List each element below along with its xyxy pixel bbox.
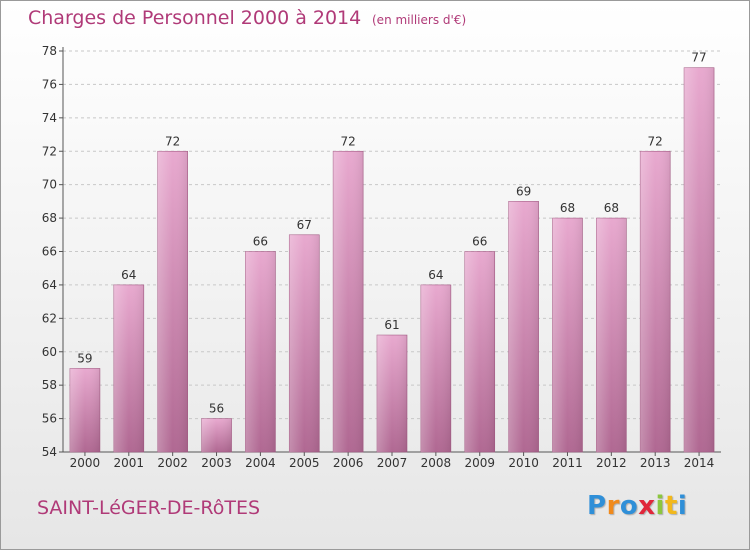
bar-shade-2012 bbox=[596, 218, 627, 452]
x-tick-label-2001: 2001 bbox=[114, 456, 145, 470]
value-label-2002: 72 bbox=[165, 134, 180, 148]
x-tick-label-2012: 2012 bbox=[596, 456, 627, 470]
value-label-2000: 59 bbox=[77, 351, 92, 365]
value-label-2010: 69 bbox=[516, 184, 531, 198]
value-label-2012: 68 bbox=[604, 201, 619, 215]
logo-letter: P bbox=[587, 491, 607, 521]
bar-shade-2013 bbox=[640, 151, 671, 452]
logo-letter: i bbox=[677, 491, 688, 521]
y-tick-label: 74 bbox=[42, 111, 57, 125]
logo-letter: r bbox=[606, 491, 620, 521]
chart-title: Charges de Personnel 2000 à 2014 bbox=[28, 7, 362, 29]
x-tick-label-2000: 2000 bbox=[70, 456, 101, 470]
bars bbox=[69, 67, 715, 453]
logo-letter: t bbox=[664, 491, 678, 521]
chart-subtitle: (en milliers d'€) bbox=[372, 13, 467, 27]
y-tick-label: 64 bbox=[42, 278, 57, 292]
x-tick-label-2008: 2008 bbox=[421, 456, 452, 470]
bar-shade-2007 bbox=[377, 335, 407, 452]
y-tick-label: 60 bbox=[42, 345, 57, 359]
bar-shade-2002 bbox=[157, 151, 188, 452]
x-tick-label-2004: 2004 bbox=[245, 456, 276, 470]
value-label-2001: 64 bbox=[121, 268, 136, 282]
logo-letter: x bbox=[638, 491, 656, 521]
value-label-2005: 67 bbox=[297, 218, 312, 232]
value-label-2008: 64 bbox=[428, 268, 443, 282]
x-tick-label-2002: 2002 bbox=[157, 456, 188, 470]
value-label-2006: 72 bbox=[340, 134, 355, 148]
bar-shade-2014 bbox=[684, 67, 715, 452]
bar-shade-2005 bbox=[289, 234, 320, 452]
y-tick-label: 68 bbox=[42, 211, 57, 225]
bar-shade-2011 bbox=[552, 218, 583, 452]
commune-name: SAINT-LéGER-DE-RôTES bbox=[37, 497, 261, 519]
x-tick-label-2011: 2011 bbox=[552, 456, 583, 470]
y-tick-label: 56 bbox=[42, 412, 57, 426]
x-tick-label-2007: 2007 bbox=[377, 456, 408, 470]
value-label-2013: 72 bbox=[648, 134, 663, 148]
x-tick-label-2006: 2006 bbox=[333, 456, 364, 470]
labels: 54 56 58 60 62 64 66 68 70 72 74 76 78 59 2000 64 2001 72… bbox=[42, 44, 715, 470]
x-tick-label-2005: 2005 bbox=[289, 456, 320, 470]
x-tick-label-2009: 2009 bbox=[464, 456, 495, 470]
bar-shade-2003 bbox=[201, 418, 232, 452]
y-tick-label: 72 bbox=[42, 144, 57, 158]
y-tick-label: 70 bbox=[42, 178, 57, 192]
y-tick-label: 58 bbox=[42, 378, 57, 392]
value-label-2011: 68 bbox=[560, 201, 575, 215]
logo-letter: o bbox=[619, 491, 639, 521]
bar-shade-2004 bbox=[245, 251, 276, 452]
y-tick-label: 54 bbox=[42, 445, 57, 459]
x-tick-label-2010: 2010 bbox=[508, 456, 539, 470]
proxiti-logo: Proxiti bbox=[587, 491, 687, 521]
bar-shade-2010 bbox=[508, 201, 539, 452]
bar-shade-2001 bbox=[113, 284, 144, 452]
value-label-2004: 66 bbox=[253, 235, 268, 249]
value-label-2014: 77 bbox=[691, 51, 706, 65]
y-tick-label: 78 bbox=[42, 44, 57, 58]
bar-shade-2009 bbox=[464, 251, 495, 452]
y-tick-label: 62 bbox=[42, 311, 57, 325]
x-tick-label-2003: 2003 bbox=[201, 456, 232, 470]
bar-shade-2006 bbox=[333, 151, 364, 452]
x-tick-label-2013: 2013 bbox=[640, 456, 671, 470]
value-label-2003: 56 bbox=[209, 402, 224, 416]
bar-shade-2000 bbox=[69, 368, 100, 452]
value-label-2009: 66 bbox=[472, 235, 487, 249]
y-tick-label: 76 bbox=[42, 77, 57, 91]
x-tick-label-2014: 2014 bbox=[684, 456, 715, 470]
y-tick-label: 66 bbox=[42, 245, 57, 259]
bar-shade-2008 bbox=[420, 284, 451, 452]
value-label-2007: 61 bbox=[384, 318, 399, 332]
logo-letter: i bbox=[655, 491, 665, 521]
